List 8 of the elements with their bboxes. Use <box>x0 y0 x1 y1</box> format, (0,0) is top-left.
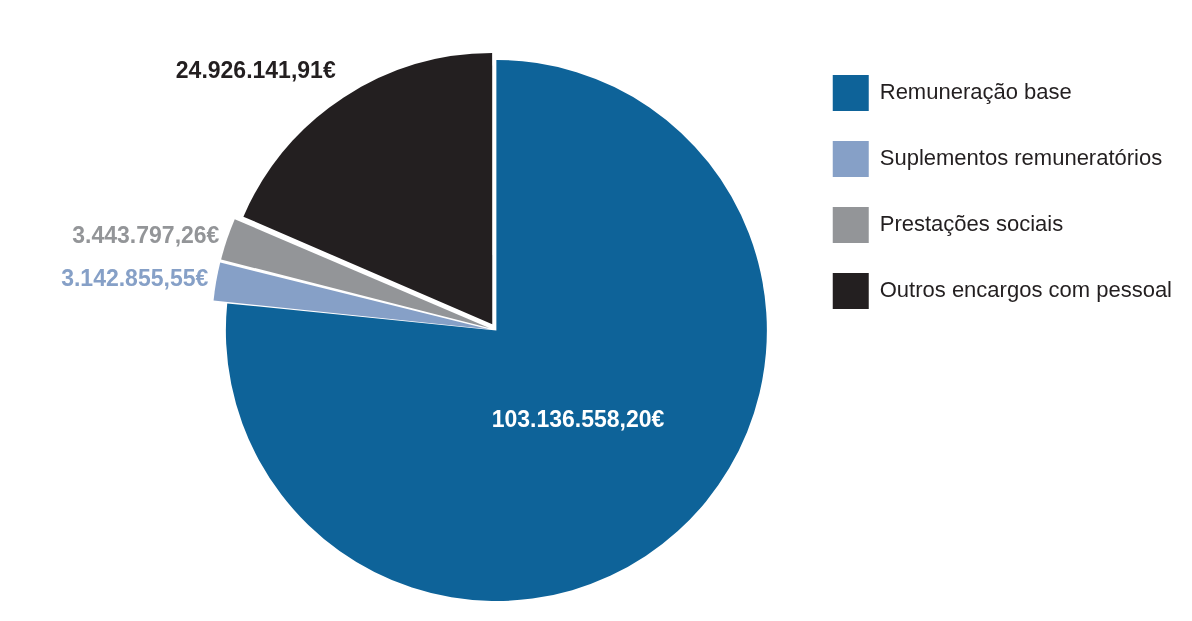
data-label: 3.443.797,26€ <box>72 221 220 248</box>
legend-label: Prestações sociais <box>879 211 1064 237</box>
data-label: 3.142.855,55€ <box>61 265 209 292</box>
data-label: 24.926.141,91€ <box>175 57 336 84</box>
data-label: 103.136.558,20€ <box>491 406 665 433</box>
legend-label: Suplementos remuneratórios <box>879 145 1163 171</box>
legend-label: Remuneração base <box>879 79 1072 105</box>
legend-label: Outros encargos com pessoal <box>879 277 1173 303</box>
